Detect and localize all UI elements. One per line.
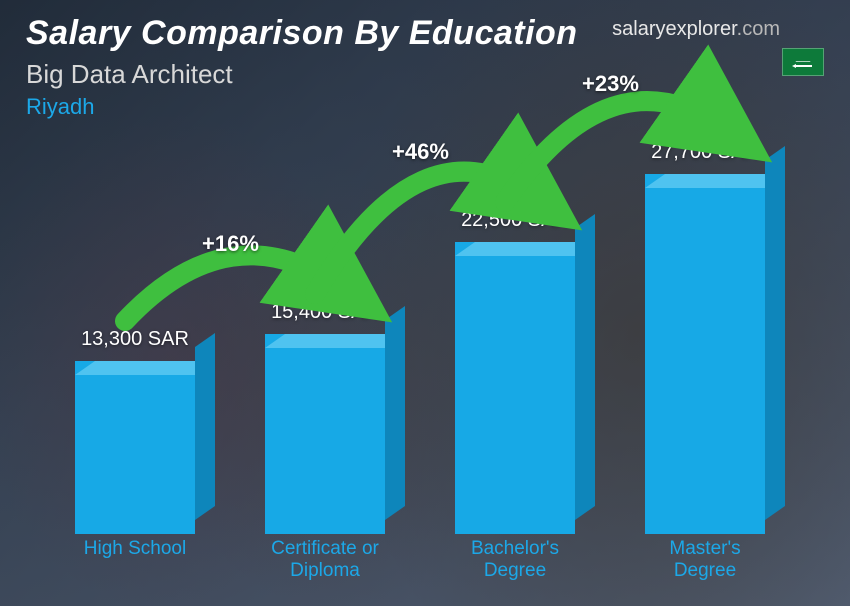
category-label: Bachelor'sDegree: [420, 538, 610, 584]
category-labels: High SchoolCertificate orDiplomaBachelor…: [40, 538, 800, 584]
bar: [645, 174, 765, 534]
bar-slot: 15,400 SAR: [230, 301, 420, 534]
bar-value: 22,500 SAR: [461, 209, 569, 232]
bar: [455, 242, 575, 534]
svg-text:ـــــــ: ـــــــ: [795, 57, 811, 64]
bar-value: 15,400 SAR: [271, 301, 379, 324]
bar: [75, 361, 195, 534]
bar-slot: 22,500 SAR: [420, 209, 610, 534]
bar-slot: 27,700 SAR: [610, 141, 800, 534]
bar-chart: 13,300 SAR 15,400 SAR 22,500 SAR 27,700 SAR…: [40, 144, 800, 584]
chart-subtitle: Big Data Architect: [26, 59, 824, 90]
bar-value: 13,300 SAR: [81, 328, 189, 351]
category-label: Master'sDegree: [610, 538, 800, 584]
flag-icon: ـــــــ: [782, 48, 824, 76]
bars-container: 13,300 SAR 15,400 SAR 22,500 SAR 27,700 SAR: [40, 144, 800, 534]
brand-logo: salaryexplorer.com: [612, 18, 780, 41]
bar-slot: 13,300 SAR: [40, 328, 230, 534]
brand-main: salaryexplorer: [612, 18, 737, 40]
brand-suffix: .com: [737, 18, 780, 40]
category-label: High School: [40, 538, 230, 584]
bar: [265, 334, 385, 534]
category-label: Certificate orDiploma: [230, 538, 420, 584]
chart-location: Riyadh: [26, 94, 824, 120]
bar-value: 27,700 SAR: [651, 141, 759, 164]
